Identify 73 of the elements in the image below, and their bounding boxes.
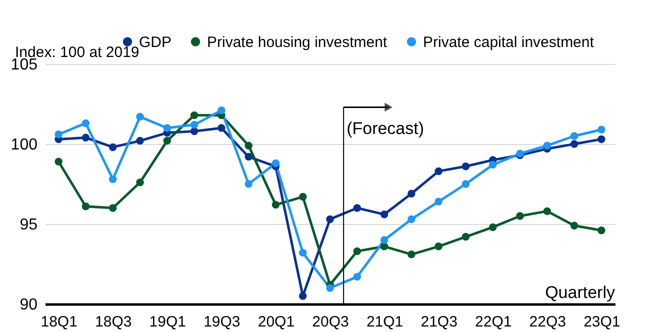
x-tick-label: 21Q1	[366, 314, 404, 330]
point	[190, 120, 198, 129]
point	[190, 127, 198, 136]
point	[408, 190, 416, 198]
x-tick-label: 19Q3	[204, 314, 240, 330]
point	[570, 222, 578, 230]
point	[462, 162, 470, 170]
y-tick-label: 95	[20, 216, 38, 234]
x-tick-label: 18Q3	[95, 314, 132, 330]
point	[108, 143, 117, 152]
point	[82, 134, 90, 142]
point	[326, 215, 334, 224]
point	[598, 135, 606, 144]
point	[353, 272, 362, 281]
point	[516, 212, 524, 220]
point	[272, 159, 280, 168]
point	[434, 242, 442, 250]
point	[163, 124, 172, 132]
point	[272, 200, 280, 209]
x-tick-label: 20Q3	[312, 314, 349, 330]
point	[298, 248, 307, 257]
point	[570, 140, 578, 148]
point	[136, 136, 144, 145]
point	[408, 250, 416, 258]
point	[543, 207, 552, 216]
x-axis-title: Quarterly	[545, 283, 616, 302]
point	[190, 111, 198, 120]
point	[462, 180, 470, 188]
point	[54, 130, 62, 138]
point	[326, 284, 334, 292]
point	[380, 242, 388, 250]
point	[353, 204, 362, 212]
point	[380, 210, 388, 218]
legend-label: GDP	[139, 34, 172, 51]
legend-label: Private capital investment	[423, 34, 595, 51]
point	[598, 226, 606, 234]
point	[218, 124, 226, 132]
point	[163, 136, 172, 145]
point	[108, 175, 117, 184]
point	[353, 247, 362, 256]
x-tick-label: 22Q1	[475, 314, 512, 330]
point	[408, 215, 416, 224]
x-tick-label: 20Q1	[258, 314, 295, 330]
point	[434, 167, 442, 176]
point	[136, 178, 144, 186]
point	[298, 192, 307, 201]
point	[82, 202, 90, 210]
point	[488, 160, 497, 169]
point	[136, 112, 144, 121]
point	[244, 142, 252, 150]
point	[54, 158, 62, 166]
point	[598, 126, 606, 134]
y-tick-label: 90	[20, 296, 38, 314]
point	[244, 152, 252, 161]
point	[298, 292, 307, 300]
point	[462, 232, 470, 241]
x-tick-label: 18Q1	[40, 314, 78, 330]
point	[244, 180, 252, 188]
point	[543, 142, 552, 150]
y-tick-label: 100	[10, 136, 38, 154]
point	[570, 132, 578, 140]
point	[434, 198, 442, 206]
point	[108, 204, 117, 212]
x-tick-label: 19Q1	[149, 314, 186, 330]
ref-line-label: (Forecast)	[346, 118, 424, 138]
point	[82, 119, 90, 128]
point	[380, 236, 388, 244]
x-tick-label: 21Q3	[420, 314, 458, 330]
legend-label: Private housing investment	[207, 34, 388, 51]
x-tick-label: 22Q3	[529, 314, 566, 330]
x-tick-label: 23Q1	[584, 314, 620, 330]
point	[218, 106, 226, 114]
point	[488, 223, 497, 232]
